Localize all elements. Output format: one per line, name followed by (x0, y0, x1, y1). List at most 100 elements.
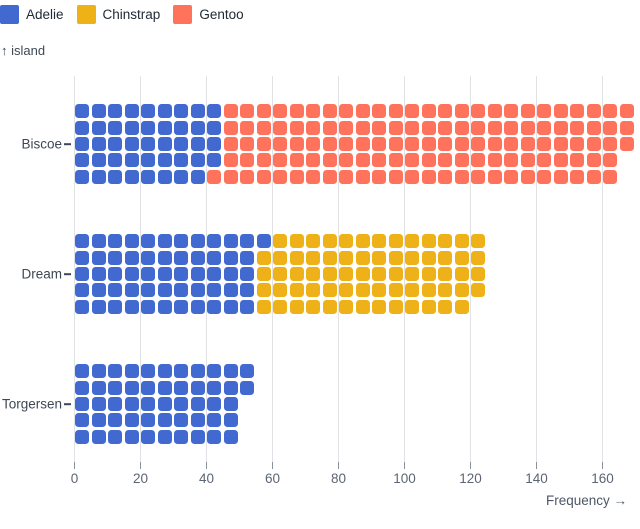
waffle-cell (141, 429, 156, 444)
waffle-cell (438, 169, 453, 184)
waffle-cell (438, 299, 453, 314)
y-axis-title: ↑ island (1, 43, 46, 58)
waffle-cell (240, 266, 255, 282)
waffle-cell (157, 136, 172, 152)
waffle-cell (108, 250, 123, 265)
legend-swatch-gentoo (173, 5, 193, 24)
y-category-label-torgersen: Torgersen (1, 396, 62, 412)
waffle-cell (289, 299, 304, 314)
waffle-cell (207, 250, 222, 265)
waffle-cell (421, 104, 436, 119)
y-category-label-biscoe: Biscoe (21, 136, 62, 152)
waffle-cell (124, 396, 139, 412)
waffle-cell (174, 153, 189, 168)
waffle-cell (240, 104, 255, 119)
x-tick-label: 0 (70, 471, 79, 486)
waffle-cell (339, 266, 354, 282)
waffle-cell (355, 299, 370, 314)
waffle-cell (322, 120, 337, 135)
waffle-cell (388, 120, 403, 135)
waffle-cell (190, 153, 205, 168)
waffle-cell (108, 429, 123, 444)
waffle-cell (141, 266, 156, 282)
waffle-cell (124, 234, 139, 249)
waffle-cell (124, 153, 139, 168)
waffle-cell (141, 234, 156, 249)
waffle-cell (256, 283, 271, 298)
waffle-cell (471, 266, 486, 282)
waffle-cell (207, 169, 222, 184)
waffle-cell (190, 250, 205, 265)
waffle-cell (108, 380, 123, 395)
y-tick-mark (64, 143, 71, 145)
waffle-cell (240, 250, 255, 265)
waffle-cell (454, 136, 469, 152)
waffle-cell (438, 266, 453, 282)
waffle-cell (256, 250, 271, 265)
waffle-cell (190, 364, 205, 379)
waffle-cell (570, 169, 585, 184)
waffle-cell (471, 250, 486, 265)
waffle-cell (388, 234, 403, 249)
waffle-cell (240, 120, 255, 135)
x-tick-mark (338, 462, 339, 469)
waffle-cell (91, 104, 106, 119)
waffle-cell (124, 413, 139, 428)
waffle-cell (306, 104, 321, 119)
waffle-cell (256, 234, 271, 249)
legend-item-gentoo: Gentoo (173, 5, 244, 24)
x-tick-mark (470, 462, 471, 469)
waffle-cell (223, 283, 238, 298)
waffle-cell (603, 120, 618, 135)
y-tick-mark (64, 273, 71, 275)
waffle-cell (174, 104, 189, 119)
waffle-cell (372, 153, 387, 168)
waffle-cell (339, 299, 354, 314)
waffle-cell (207, 396, 222, 412)
waffle-cell (421, 250, 436, 265)
legend-swatch-adelie (0, 5, 19, 24)
waffle-cell (570, 136, 585, 152)
gridline (206, 76, 207, 462)
waffle-cell (256, 266, 271, 282)
gridline (536, 76, 537, 462)
x-tick-label: 60 (264, 471, 281, 486)
waffle-cell (273, 234, 288, 249)
waffle-cell (91, 429, 106, 444)
gridline (602, 76, 603, 462)
waffle-cell (471, 120, 486, 135)
waffle-cell (207, 234, 222, 249)
waffle-cell (586, 169, 601, 184)
waffle-cell (157, 250, 172, 265)
waffle-cell (586, 153, 601, 168)
waffle-cell (190, 136, 205, 152)
waffle-cell (355, 120, 370, 135)
waffle-cell (174, 364, 189, 379)
waffle-cell (372, 250, 387, 265)
waffle-cell (504, 120, 519, 135)
waffle-cell (471, 104, 486, 119)
waffle-cell (339, 250, 354, 265)
waffle-cell (174, 299, 189, 314)
waffle-cell (421, 153, 436, 168)
waffle-cell (157, 413, 172, 428)
waffle-cell (322, 169, 337, 184)
waffle-cell (124, 169, 139, 184)
legend-label: Chinstrap (102, 7, 161, 22)
waffle-cell (141, 364, 156, 379)
waffle-cell (537, 153, 552, 168)
gridline (404, 76, 405, 462)
waffle-cell (174, 234, 189, 249)
waffle-cell (223, 364, 238, 379)
waffle-cell (438, 283, 453, 298)
waffle-cell (553, 169, 568, 184)
x-tick-label: 100 (393, 471, 416, 486)
waffle-cell (388, 136, 403, 152)
legend-item-chinstrap: Chinstrap (76, 5, 161, 24)
waffle-cell (487, 120, 502, 135)
waffle-cell (289, 234, 304, 249)
waffle-cell (141, 136, 156, 152)
waffle-cell (537, 120, 552, 135)
waffle-cell (273, 299, 288, 314)
waffle-cell (339, 153, 354, 168)
